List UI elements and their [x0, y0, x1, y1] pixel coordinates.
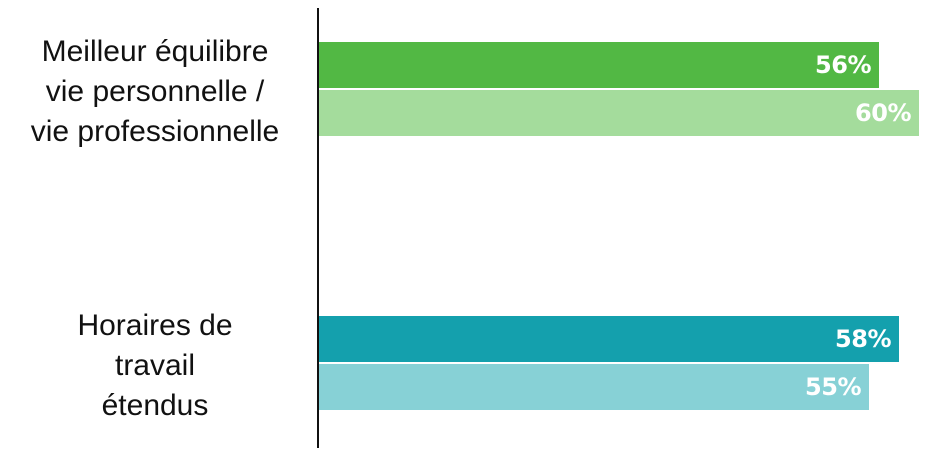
bar: 56%	[319, 42, 879, 88]
bar: 55%	[319, 364, 869, 410]
data-label: 58%	[835, 325, 891, 353]
category-label-line: vie professionnelle	[30, 115, 280, 148]
category-label: Meilleur équilibre vie personnelle / vie p…	[5, 32, 305, 152]
data-label: 60%	[855, 99, 911, 127]
data-label: 55%	[805, 373, 861, 401]
bar: 60%	[319, 90, 919, 136]
category-label-line: Horaires de	[77, 309, 233, 342]
category-label-line: étendus	[101, 389, 209, 422]
bar: 58%	[319, 316, 899, 362]
category-label-line: travail	[114, 349, 196, 382]
category-label: Horaires de travail étendus	[5, 306, 305, 426]
data-label: 56%	[815, 51, 871, 79]
y-axis-line	[317, 8, 319, 448]
category-label-line: vie personnelle /	[45, 75, 265, 108]
category-label-line: Meilleur équilibre	[41, 35, 269, 68]
